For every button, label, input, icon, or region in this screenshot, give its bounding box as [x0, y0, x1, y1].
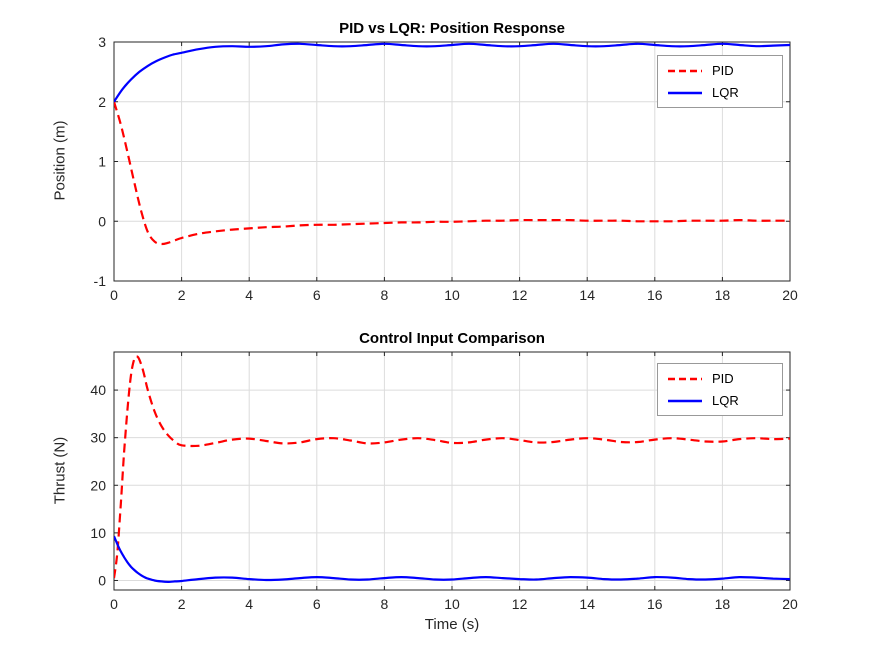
pid-legend-line	[668, 69, 702, 72]
x-tick-label: 6	[313, 596, 321, 612]
thrust-y-axis-label: Thrust (N)	[51, 436, 69, 505]
x-tick-label: 12	[512, 596, 528, 612]
series-line-pid	[114, 355, 790, 579]
y-tick-label: 2	[98, 94, 106, 110]
legend-label: LQR	[712, 85, 739, 100]
x-tick-label: 18	[715, 596, 731, 612]
legend-label: LQR	[712, 393, 739, 408]
legend-label: PID	[712, 371, 734, 386]
y-tick-label: 30	[90, 430, 106, 446]
lqr-legend-line	[668, 91, 702, 94]
x-tick-label: 6	[313, 287, 321, 303]
position-y-axis-label: Position (m)	[51, 120, 69, 201]
x-tick-label: 2	[178, 596, 186, 612]
legend-item-pid: PID	[666, 61, 774, 80]
x-tick-label: 0	[110, 596, 118, 612]
lqr-legend-line	[668, 399, 702, 402]
y-tick-label: 0	[98, 572, 106, 588]
x-tick-label: 10	[444, 596, 460, 612]
series-line-lqr	[114, 535, 790, 584]
x-tick-label: 14	[579, 596, 595, 612]
legend-item-lqr: LQR	[666, 83, 774, 102]
legend-item-lqr: LQR	[666, 391, 774, 410]
x-tick-label: 14	[579, 287, 595, 303]
x-tick-label: 10	[444, 287, 460, 303]
x-tick-label: 12	[512, 287, 528, 303]
tick-marks	[113, 352, 791, 590]
x-tick-label: 8	[381, 287, 389, 303]
x-tick-label: 16	[647, 287, 663, 303]
y-tick-label: 20	[90, 477, 106, 493]
x-tick-label: 20	[782, 596, 798, 612]
y-tick-label: 3	[98, 34, 106, 50]
position-plot-title: PID vs LQR: Position Response	[339, 20, 565, 37]
x-tick-label: 16	[647, 596, 663, 612]
y-tick-label: 10	[90, 525, 106, 541]
x-tick-label: 8	[381, 596, 389, 612]
x-tick-label: 2	[178, 287, 186, 303]
y-tick-label: 1	[98, 154, 106, 170]
legend-item-pid: PID	[666, 369, 774, 388]
legend-label: PID	[712, 63, 734, 78]
x-tick-label: 4	[245, 287, 253, 303]
series-line-lqr	[114, 42, 790, 103]
legend-thrust-plot: PID LQR	[657, 363, 783, 416]
y-tick-label: 40	[90, 382, 106, 398]
y-tick-label: 0	[98, 213, 106, 229]
x-tick-label: 18	[715, 287, 731, 303]
y-tick-label: -1	[94, 273, 107, 289]
time-x-axis-label: Time (s)	[424, 616, 480, 633]
legend-position-plot: PID LQR	[657, 55, 783, 108]
thrust-plot-title: Control Input Comparison	[359, 330, 545, 347]
series-line-pid	[114, 101, 790, 246]
subplot-1: 0 2 4 6 8 10 12 14 16 18 20 0 10 20 30 40	[90, 351, 798, 612]
x-tick-label: 20	[782, 287, 798, 303]
x-tick-label: 4	[245, 596, 253, 612]
pid-legend-line	[668, 377, 702, 380]
x-tick-label: 0	[110, 287, 118, 303]
